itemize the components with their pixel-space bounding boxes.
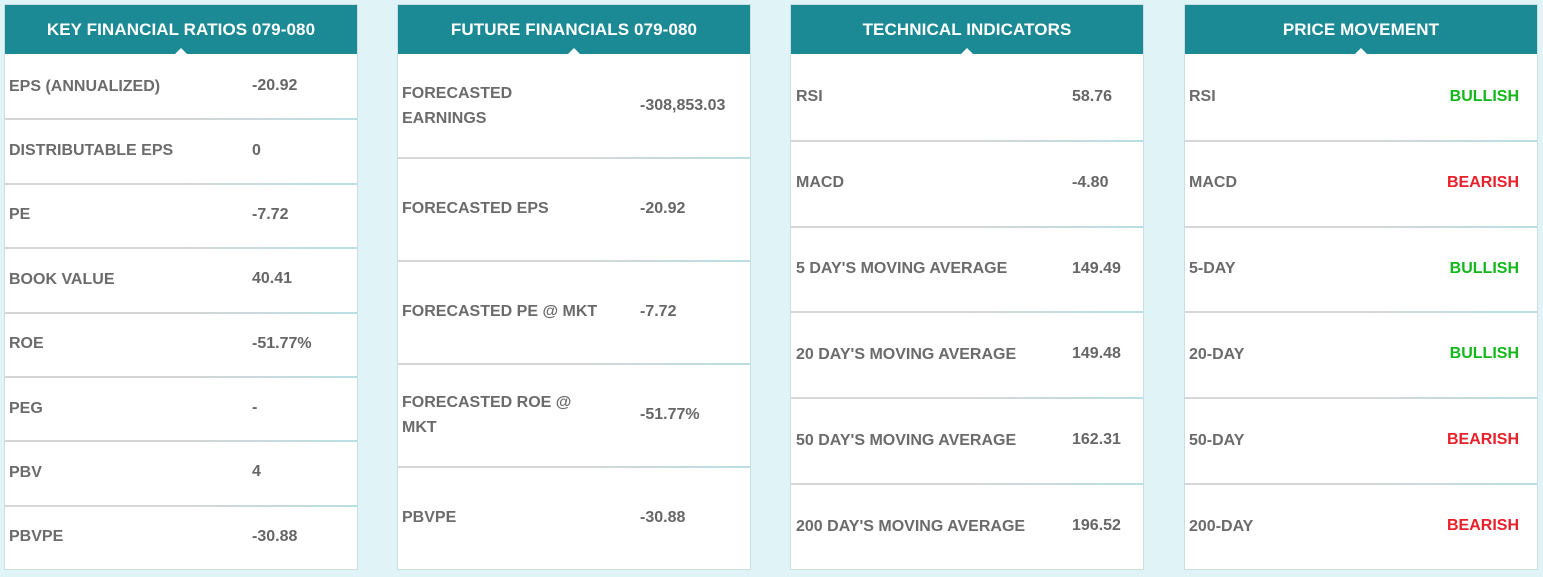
indicator-value: 162.31 <box>1072 431 1121 449</box>
future-row-forecasted-pe: FORECASTED PE @ MKT -7.72 <box>398 260 750 363</box>
movement-row-200-day: 200-DAY BEARISH <box>1185 483 1537 569</box>
panel-title: FUTURE FINANCIALS 079-080 <box>450 19 698 39</box>
ratio-label: ROE <box>9 335 44 353</box>
indicator-row-50-day-ma: 50 DAY'S MOVING AVERAGE 162.31 <box>791 397 1143 483</box>
ratio-value: -30.88 <box>252 527 298 545</box>
key-financial-ratios-list: EPS (ANNUALIZED) -20.92 DISTRIBUTABLE EP… <box>5 54 357 569</box>
price-movement-header: PRICE MOVEMENT <box>1185 5 1537 55</box>
header-notch <box>960 48 974 55</box>
movement-label: RSI <box>1189 88 1216 106</box>
ratio-row-pbv: PBV 4 <box>5 440 357 504</box>
movement-row-50-day: 50-DAY BEARISH <box>1185 397 1537 483</box>
ratio-row-pbvpe: PBVPE -30.88 <box>5 504 357 569</box>
ratio-label: PBV <box>9 463 42 481</box>
header-notch <box>1354 48 1368 55</box>
future-label: FORECASTED ROE @ MKT <box>402 393 572 436</box>
indicator-value: 58.76 <box>1072 87 1113 105</box>
future-value: -51.77% <box>640 405 700 423</box>
future-row-pbvpe: PBVPE -30.88 <box>398 466 750 569</box>
indicator-value: 196.52 <box>1072 517 1121 535</box>
key-financial-ratios-header: KEY FINANCIAL RATIOS 079-080 <box>5 5 357 55</box>
future-row-forecasted-eps: FORECASTED EPS -20.92 <box>398 157 750 260</box>
future-row-forecasted-roe: FORECASTED ROE @ MKT -51.77% <box>398 363 750 466</box>
ratio-value: - <box>252 399 258 417</box>
indicator-row-200-day-ma: 200 DAY'S MOVING AVERAGE 196.52 <box>791 483 1143 569</box>
ratio-row-book-value: BOOK VALUE 40.41 <box>5 247 357 311</box>
future-label: FORECASTED EARNINGS <box>402 84 513 127</box>
future-label: PBVPE <box>402 509 457 526</box>
indicator-label: MACD <box>796 174 844 192</box>
movement-label: MACD <box>1189 174 1237 192</box>
indicator-row-macd: MACD -4.80 <box>791 139 1143 226</box>
ratio-row-eps-annualized: EPS (ANNUALIZED) -20.92 <box>5 54 357 118</box>
ratio-label: BOOK VALUE <box>9 270 115 288</box>
signal-badge: BEARISH <box>1446 431 1519 449</box>
ratio-row-distributable-eps: DISTRIBUTABLE EPS 0 <box>5 118 357 182</box>
movement-label: 5-DAY <box>1189 260 1236 278</box>
indicator-label: RSI <box>796 88 823 106</box>
ratio-value: 4 <box>252 463 261 481</box>
indicator-label: 5 DAY'S MOVING AVERAGE <box>796 260 1008 278</box>
signal-badge: BULLISH <box>1449 259 1519 277</box>
future-value: -308,853.03 <box>640 96 726 114</box>
panel-title: TECHNICAL INDICATORS <box>862 19 1072 39</box>
signal-badge: BULLISH <box>1449 345 1519 363</box>
future-value: -20.92 <box>640 199 686 217</box>
technical-indicators-panel: TECHNICAL INDICATORS RSI 58.76 MACD -4.8… <box>790 4 1144 570</box>
indicator-label: 200 DAY'S MOVING AVERAGE <box>796 517 1026 535</box>
movement-label: 200-DAY <box>1189 517 1254 535</box>
ratio-label: EPS (ANNUALIZED) <box>9 77 161 95</box>
ratio-value: -7.72 <box>252 205 289 223</box>
price-movement-panel: PRICE MOVEMENT RSI BULLISH MACD BEARISH … <box>1184 4 1538 570</box>
future-value: -7.72 <box>640 302 677 320</box>
panel-title: PRICE MOVEMENT <box>1282 19 1440 39</box>
signal-badge: BULLISH <box>1449 87 1519 105</box>
price-movement-list: RSI BULLISH MACD BEARISH 5-DAY BULLISH 2… <box>1185 54 1537 569</box>
indicator-value: 149.49 <box>1072 259 1121 277</box>
ratio-row-roe: ROE -51.77% <box>5 311 357 376</box>
movement-row-macd: MACD BEARISH <box>1185 139 1537 226</box>
ratio-row-pe: PE -7.72 <box>5 182 357 247</box>
signal-badge: BEARISH <box>1446 173 1519 191</box>
movement-row-20-day: 20-DAY BULLISH <box>1185 311 1537 397</box>
ratio-label: PEG <box>9 399 43 417</box>
future-financials-panel: FUTURE FINANCIALS 079-080 FORECASTED EAR… <box>397 4 751 570</box>
technical-indicators-header: TECHNICAL INDICATORS <box>791 5 1143 55</box>
ratio-value: -20.92 <box>252 77 298 95</box>
panel-title: KEY FINANCIAL RATIOS 079-080 <box>46 19 316 39</box>
ratio-row-peg: PEG - <box>5 375 357 440</box>
ratio-value: -51.77% <box>252 334 312 352</box>
movement-row-rsi: RSI BULLISH <box>1185 54 1537 140</box>
indicator-row-rsi: RSI 58.76 <box>791 54 1143 140</box>
ratio-label: PE <box>9 206 31 224</box>
indicator-value: -4.80 <box>1072 173 1109 191</box>
ratio-value: 40.41 <box>252 270 293 288</box>
future-label: FORECASTED PE @ MKT <box>402 303 598 320</box>
future-financials-list: FORECASTED EARNINGS -308,853.03 FORECAST… <box>398 54 750 569</box>
future-financials-header: FUTURE FINANCIALS 079-080 <box>398 5 750 55</box>
future-label: FORECASTED EPS <box>402 200 549 217</box>
indicator-row-5-day-ma: 5 DAY'S MOVING AVERAGE 149.49 <box>791 225 1143 312</box>
header-notch <box>567 48 581 55</box>
movement-row-5-day: 5-DAY BULLISH <box>1185 225 1537 312</box>
indicator-value: 149.48 <box>1072 345 1121 363</box>
future-value: -30.88 <box>640 508 686 526</box>
header-notch <box>174 48 188 55</box>
signal-badge: BEARISH <box>1446 517 1519 535</box>
key-financial-ratios-panel: KEY FINANCIAL RATIOS 079-080 EPS (ANNUAL… <box>4 4 358 570</box>
ratio-value: 0 <box>252 141 261 159</box>
movement-label: 50-DAY <box>1189 431 1245 449</box>
technical-indicators-list: RSI 58.76 MACD -4.80 5 DAY'S MOVING AVER… <box>791 54 1143 569</box>
indicator-label: 50 DAY'S MOVING AVERAGE <box>796 431 1017 449</box>
indicator-label: 20 DAY'S MOVING AVERAGE <box>796 345 1017 363</box>
indicator-row-20-day-ma: 20 DAY'S MOVING AVERAGE 149.48 <box>791 311 1143 397</box>
ratio-label: DISTRIBUTABLE EPS <box>9 142 174 160</box>
movement-label: 20-DAY <box>1189 345 1245 363</box>
future-row-forecasted-earnings: FORECASTED EARNINGS -308,853.03 <box>398 54 750 157</box>
ratio-label: PBVPE <box>9 528 64 546</box>
